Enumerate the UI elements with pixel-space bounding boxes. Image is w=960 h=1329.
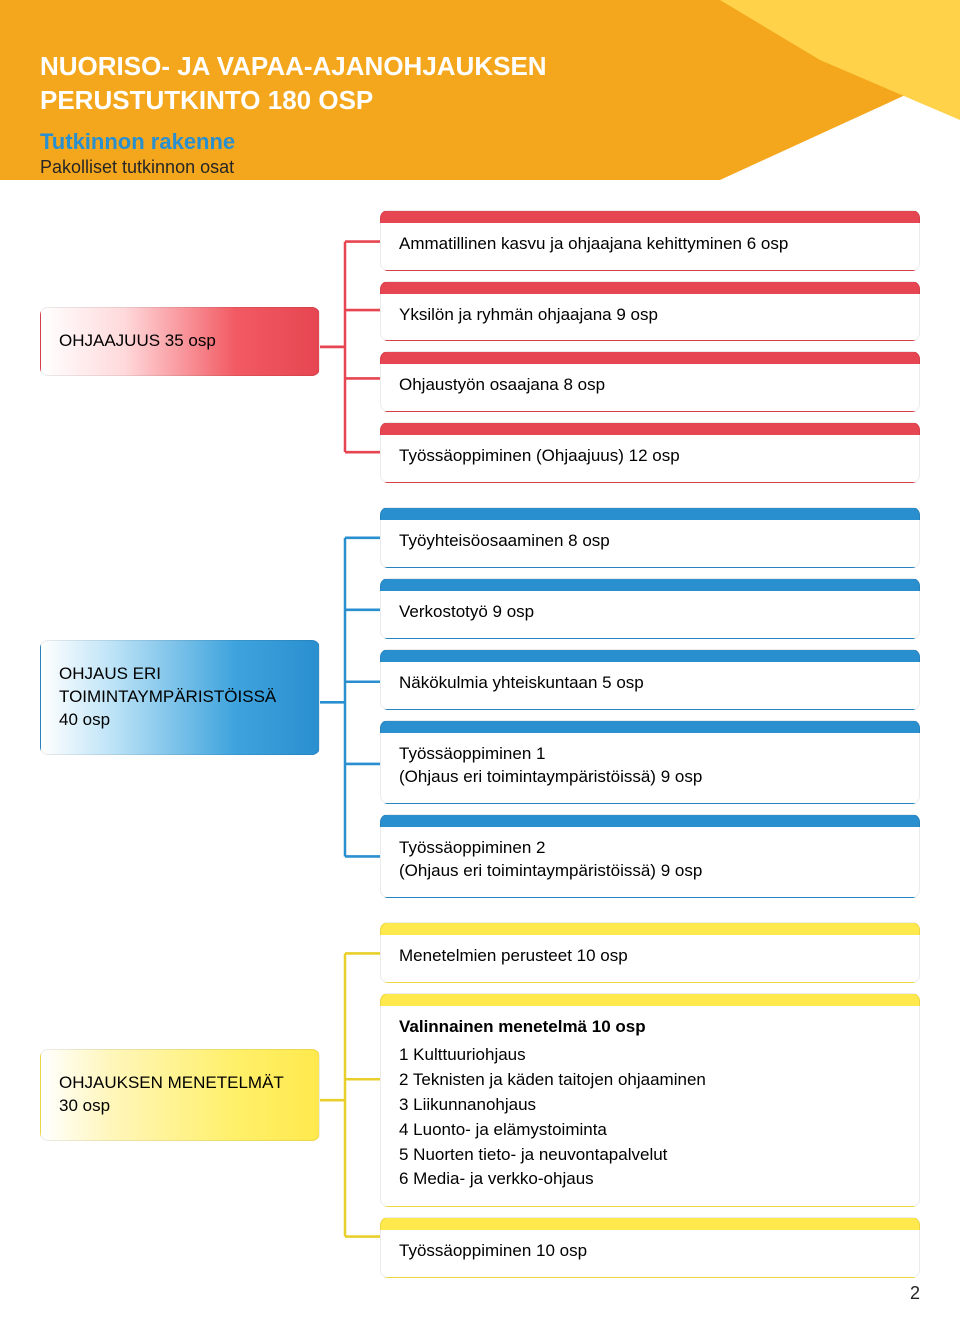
title-line-2: PERUSTUTKINTO 180 OSP <box>40 84 920 118</box>
page-number: 2 <box>910 1283 920 1304</box>
child-box: Työssäoppiminen 2 (Ohjaus eri toimintaym… <box>380 814 920 898</box>
connector-yellow <box>320 922 380 1278</box>
child-box: Työssäoppiminen 1 (Ohjaus eri toimintaym… <box>380 720 920 804</box>
main-box-menetelmat: OHJAUKSEN MENETELMÄT 30 osp <box>40 1049 320 1141</box>
main-line-3: 40 osp <box>59 709 301 732</box>
child-line-2: (Ohjaus eri toimintaympäristöissä) 9 osp <box>399 860 901 883</box>
child-box: Menetelmien perusteet 10 osp <box>380 922 920 983</box>
child-label: Ammatillinen kasvu ja ohjaajana kehittym… <box>399 234 788 253</box>
child-label: Menetelmien perusteet 10 osp <box>399 946 628 965</box>
options-title: Valinnainen menetelmä 10 osp <box>399 1016 901 1039</box>
child-box: Työyhteisöosaaminen 8 osp <box>380 507 920 568</box>
child-label: Työssäoppiminen 10 osp <box>399 1241 587 1260</box>
child-box: Ammatillinen kasvu ja ohjaajana kehittym… <box>380 210 920 271</box>
child-label: Työssäoppiminen (Ohjaajuus) 12 osp <box>399 446 680 465</box>
options-list: 1 Kulttuuriohjaus 2 Teknisten ja käden t… <box>399 1043 901 1193</box>
child-line-2: (Ohjaus eri toimintaympäristöissä) 9 osp <box>399 766 901 789</box>
connector-red <box>320 210 380 484</box>
child-label: Verkostotyö 9 osp <box>399 602 534 621</box>
child-label: Yksilön ja ryhmän ohjaajana 9 osp <box>399 305 658 324</box>
child-line-1: Työssäoppiminen 1 <box>399 743 901 766</box>
child-box: Yksilön ja ryhmän ohjaajana 9 osp <box>380 281 920 342</box>
option-item: 2 Teknisten ja käden taitojen ohjaaminen <box>399 1068 901 1093</box>
option-item: 4 Luonto- ja elämystoiminta <box>399 1118 901 1143</box>
page-title-block: NUORISO- JA VAPAA-AJANOHJAUKSEN PERUSTUT… <box>40 50 920 180</box>
section-red: OHJAAJUUS 35 osp Ammatillinen kasvu ja o… <box>40 210 920 484</box>
option-item: 5 Nuorten tieto- ja neuvontapalvelut <box>399 1143 901 1168</box>
main-line-1: OHJAUKSEN MENETELMÄT <box>59 1072 301 1095</box>
child-box: Näkökulmia yhteiskuntaan 5 osp <box>380 649 920 710</box>
child-label: Ohjaustyön osaajana 8 osp <box>399 375 605 394</box>
main-box-ohjaus-eri: OHJAUS ERI TOIMINTAYMPÄRISTÖISSÄ 40 osp <box>40 640 320 755</box>
section-yellow: OHJAUKSEN MENETELMÄT 30 osp Menetelmien … <box>40 922 920 1278</box>
child-label: Näkökulmia yhteiskuntaan 5 osp <box>399 673 644 692</box>
main-line-2: 30 osp <box>59 1095 301 1118</box>
main-line-2: TOIMINTAYMPÄRISTÖISSÄ <box>59 686 301 709</box>
section-blue: OHJAUS ERI TOIMINTAYMPÄRISTÖISSÄ 40 osp … <box>40 507 920 898</box>
option-item: 6 Media- ja verkko-ohjaus <box>399 1167 901 1192</box>
main-label: OHJAAJUUS 35 osp <box>59 331 216 350</box>
main-line-1: OHJAUS ERI <box>59 663 301 686</box>
title-line-1: NUORISO- JA VAPAA-AJANOHJAUKSEN <box>40 50 920 84</box>
subtitle-2: Pakolliset tutkinnon osat <box>40 156 920 179</box>
main-box-ohjaajuus: OHJAAJUUS 35 osp <box>40 307 320 376</box>
child-box: Työssäoppiminen (Ohjaajuus) 12 osp <box>380 422 920 483</box>
child-box: Verkostotyö 9 osp <box>380 578 920 639</box>
subtitle: Tutkinnon rakenne <box>40 128 920 157</box>
connector-blue <box>320 507 380 898</box>
child-box: Työssäoppiminen 10 osp <box>380 1217 920 1278</box>
child-box: Ohjaustyön osaajana 8 osp <box>380 351 920 412</box>
option-item: 1 Kulttuuriohjaus <box>399 1043 901 1068</box>
child-label: Työyhteisöosaaminen 8 osp <box>399 531 610 550</box>
child-box-options: Valinnainen menetelmä 10 osp 1 Kulttuuri… <box>380 993 920 1208</box>
option-item: 3 Liikunnanohjaus <box>399 1093 901 1118</box>
child-line-1: Työssäoppiminen 2 <box>399 837 901 860</box>
